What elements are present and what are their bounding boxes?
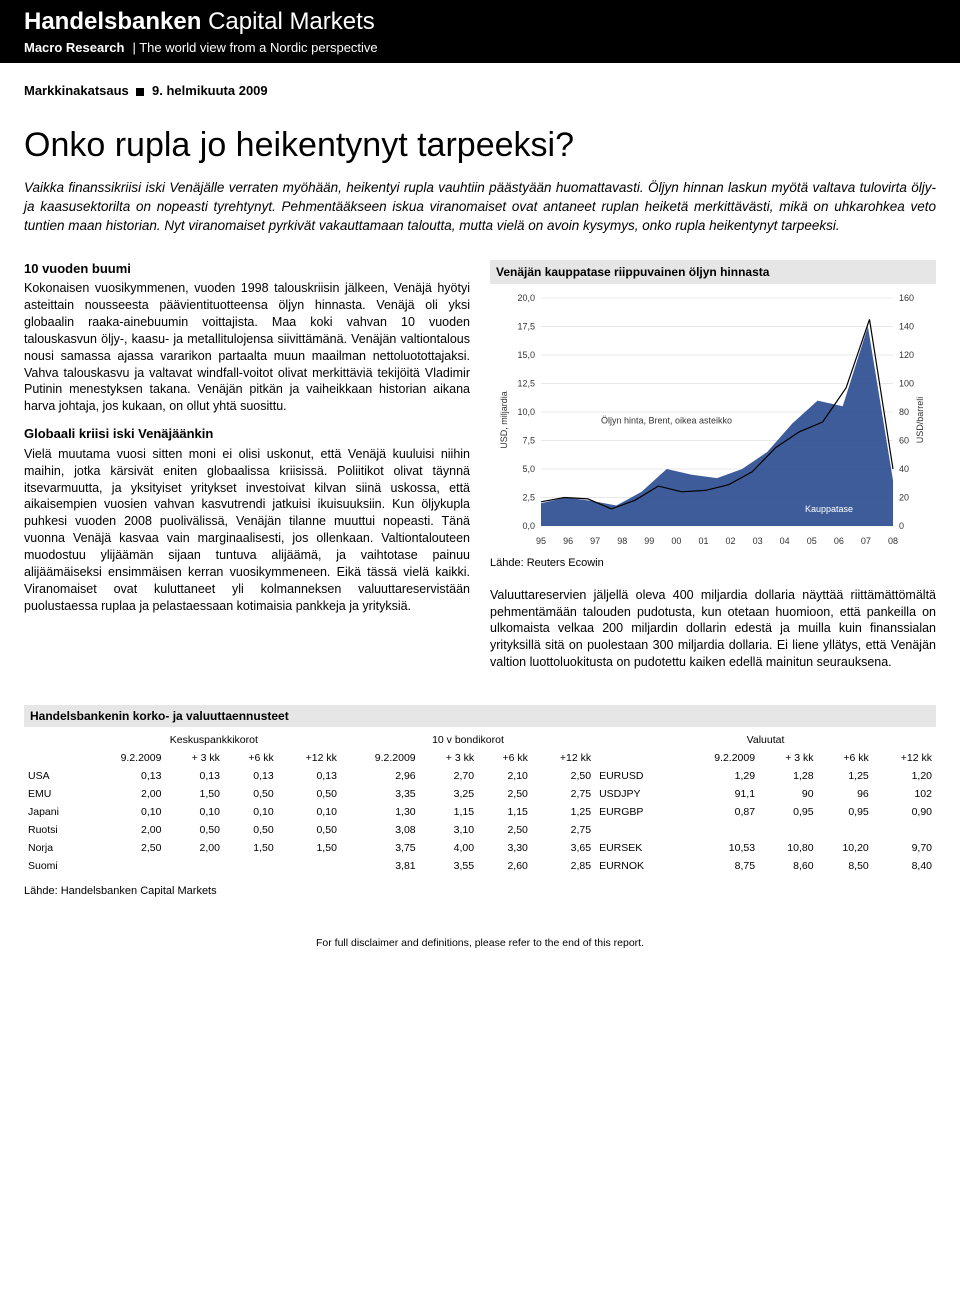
svg-text:0,0: 0,0 [522, 521, 535, 531]
svg-text:Kauppatase: Kauppatase [805, 504, 853, 514]
svg-text:80: 80 [899, 407, 909, 417]
svg-text:USD, miljardia: USD, miljardia [499, 391, 509, 449]
svg-text:Öljyn hinta, Brent, oikea aste: Öljyn hinta, Brent, oikea asteikko [601, 415, 732, 425]
header: Handelsbanken Capital Markets Macro Rese… [0, 0, 960, 63]
svg-text:12,5: 12,5 [517, 378, 535, 388]
svg-text:40: 40 [899, 464, 909, 474]
svg-text:120: 120 [899, 350, 914, 360]
svg-text:10,0: 10,0 [517, 407, 535, 417]
svg-text:0: 0 [899, 521, 904, 531]
body-text: Vielä muutama vuosi sitten moni ei olisi… [24, 446, 470, 615]
svg-text:60: 60 [899, 435, 909, 445]
chart: 0,02,55,07,510,012,515,017,520,002040608… [490, 290, 936, 550]
svg-text:17,5: 17,5 [517, 321, 535, 331]
brand: Handelsbanken Capital Markets [24, 8, 936, 36]
svg-text:00: 00 [671, 536, 681, 546]
svg-text:160: 160 [899, 293, 914, 303]
svg-text:140: 140 [899, 321, 914, 331]
svg-text:98: 98 [617, 536, 627, 546]
svg-text:08: 08 [888, 536, 898, 546]
forecast-table: Keskuspankkikorot10 v bondikorotValuutat… [24, 731, 936, 875]
section-heading: Globaali kriisi iski Venäjäänkin [24, 425, 470, 443]
chart-source: Lähde: Reuters Ecowin [490, 556, 936, 571]
body-text: Valuuttareservien jäljellä oleva 400 mil… [490, 587, 936, 671]
forecast-title: Handelsbankenin korko- ja valuuttaennust… [24, 705, 936, 727]
svg-text:99: 99 [644, 536, 654, 546]
svg-text:96: 96 [563, 536, 573, 546]
svg-text:5,0: 5,0 [522, 464, 535, 474]
svg-text:100: 100 [899, 378, 914, 388]
svg-text:01: 01 [698, 536, 708, 546]
chart-title: Venäjän kauppatase riippuvainen öljyn hi… [490, 260, 936, 284]
svg-text:2,5: 2,5 [522, 492, 535, 502]
svg-text:05: 05 [807, 536, 817, 546]
lead-paragraph: Vaikka finanssikriisi iski Venäjälle ver… [24, 179, 936, 236]
svg-text:02: 02 [726, 536, 736, 546]
dateline: Markkinakatsaus 9. helmikuuta 2009 [24, 83, 936, 98]
svg-text:USD/barreli: USD/barreli [915, 397, 925, 444]
forecast-source: Lähde: Handelsbanken Capital Markets [24, 885, 936, 897]
section-heading: 10 vuoden buumi [24, 260, 470, 278]
svg-text:20: 20 [899, 492, 909, 502]
footer-text: For full disclaimer and definitions, ple… [24, 937, 936, 969]
svg-text:15,0: 15,0 [517, 350, 535, 360]
svg-text:03: 03 [753, 536, 763, 546]
svg-text:95: 95 [536, 536, 546, 546]
svg-text:7,5: 7,5 [522, 435, 535, 445]
body-text: Kokonaisen vuosikymmenen, vuoden 1998 ta… [24, 280, 470, 415]
svg-text:97: 97 [590, 536, 600, 546]
svg-text:04: 04 [780, 536, 790, 546]
subbrand: Macro Research| The world view from a No… [24, 40, 936, 55]
svg-text:07: 07 [861, 536, 871, 546]
page-title: Onko rupla jo heikentynyt tarpeeksi? [24, 126, 936, 165]
right-column: Venäjän kauppatase riippuvainen öljyn hi… [490, 260, 936, 681]
svg-text:06: 06 [834, 536, 844, 546]
svg-text:20,0: 20,0 [517, 293, 535, 303]
left-column: 10 vuoden buumi Kokonaisen vuosikymmenen… [24, 260, 470, 681]
